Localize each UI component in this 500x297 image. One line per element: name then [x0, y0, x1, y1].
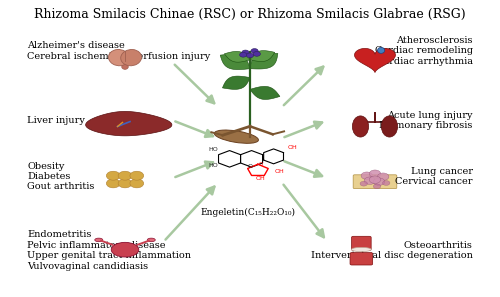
Circle shape: [370, 176, 380, 184]
Text: Endometritis
Pelvic inflammatory disease
Upper genital tract inflammation
Vulvov: Endometritis Pelvic inflammatory disease…: [28, 230, 192, 271]
Circle shape: [130, 179, 143, 188]
Circle shape: [106, 171, 120, 180]
FancyBboxPatch shape: [352, 236, 371, 250]
Text: OH: OH: [256, 176, 266, 181]
Ellipse shape: [214, 130, 258, 143]
Circle shape: [242, 50, 249, 55]
Circle shape: [382, 181, 390, 185]
Ellipse shape: [378, 47, 384, 53]
Ellipse shape: [352, 247, 372, 252]
Circle shape: [370, 170, 380, 177]
Text: O: O: [259, 162, 263, 167]
Polygon shape: [224, 51, 250, 62]
Circle shape: [130, 171, 143, 180]
Circle shape: [364, 177, 376, 184]
Circle shape: [240, 53, 247, 57]
Text: Acute lung injury
Pulmonary fibrosis: Acute lung injury Pulmonary fibrosis: [380, 111, 472, 130]
Text: Osteoarthritis
Intervertebral disc degeneration: Osteoarthritis Intervertebral disc degen…: [311, 241, 472, 260]
FancyBboxPatch shape: [350, 252, 372, 265]
Text: Rhizoma Smilacis Chinae (RSC) or Rhizoma Smilacis Glabrae (RSG): Rhizoma Smilacis Chinae (RSC) or Rhizoma…: [34, 8, 466, 21]
Ellipse shape: [120, 50, 142, 66]
Text: OH: OH: [288, 145, 298, 150]
Circle shape: [360, 181, 368, 186]
Ellipse shape: [148, 238, 156, 242]
Circle shape: [361, 172, 372, 179]
Ellipse shape: [95, 238, 103, 242]
Ellipse shape: [352, 116, 368, 137]
Ellipse shape: [112, 242, 139, 257]
Circle shape: [374, 184, 380, 189]
Text: Alzheimer's disease
Cerebral ischemia-reperfusion injury: Alzheimer's disease Cerebral ischemia-re…: [28, 41, 210, 61]
Polygon shape: [86, 111, 172, 136]
Circle shape: [118, 171, 132, 180]
Text: OH: OH: [274, 169, 284, 174]
Polygon shape: [250, 51, 274, 61]
FancyBboxPatch shape: [353, 175, 397, 189]
Ellipse shape: [382, 116, 398, 137]
Circle shape: [378, 173, 389, 180]
Ellipse shape: [108, 50, 130, 66]
Polygon shape: [250, 53, 278, 69]
Circle shape: [106, 179, 120, 188]
Polygon shape: [250, 86, 280, 99]
Text: Obesity
Diabetes
Gout arthritis: Obesity Diabetes Gout arthritis: [28, 162, 94, 192]
Circle shape: [118, 179, 132, 188]
Circle shape: [251, 49, 258, 53]
Text: HO: HO: [208, 163, 218, 168]
Text: O: O: [248, 164, 253, 169]
Text: Liver injury: Liver injury: [28, 116, 85, 125]
Text: HO: HO: [208, 146, 218, 151]
Text: Engeletin(C₁₅H₂₂O₁₀): Engeletin(C₁₅H₂₂O₁₀): [200, 208, 295, 217]
Ellipse shape: [122, 64, 128, 69]
Circle shape: [246, 53, 254, 58]
Circle shape: [253, 52, 260, 56]
Polygon shape: [354, 48, 396, 72]
Circle shape: [374, 178, 385, 185]
Text: Lung cancer
Cervical cancer: Lung cancer Cervical cancer: [395, 167, 472, 186]
Text: Atherosclerosis
Cardiac remodeling
Cardiac arrhythmia: Atherosclerosis Cardiac remodeling Cardi…: [374, 36, 472, 66]
Polygon shape: [222, 76, 250, 89]
Polygon shape: [220, 54, 250, 69]
